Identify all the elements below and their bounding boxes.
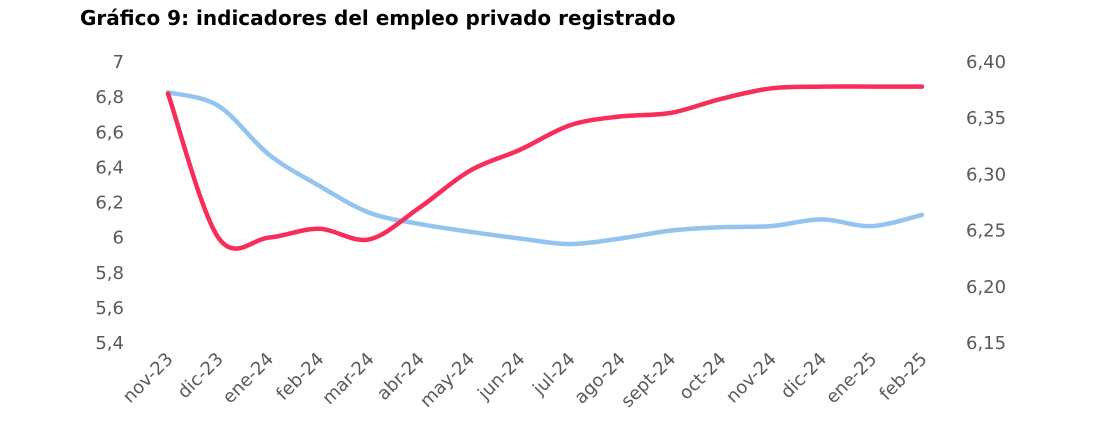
- series-line-left-axis: [165, 84, 925, 251]
- x-axis-tick-label: may-24: [416, 349, 479, 412]
- right-axis-tick-label: 6,40: [966, 52, 1006, 73]
- series-line-right-axis: [165, 90, 925, 247]
- x-axis-tick-label: nov-24: [722, 349, 781, 408]
- left-axis-tick-label: 5,6: [95, 298, 124, 319]
- left-axis-tick-label: 6,6: [95, 122, 124, 143]
- left-axis-tick-label: 6,2: [95, 193, 124, 214]
- right-axis-tick-label: 6,25: [966, 221, 1006, 242]
- left-axis-ticks: 7 6,8 6,6 6,4 6,2 6 5,8 5,6 5,4: [95, 52, 124, 354]
- x-axis-tick-label: jun-24: [473, 349, 529, 405]
- x-axis-tick-label: ene-24: [219, 349, 278, 408]
- left-axis-tick-label: 6: [113, 228, 124, 249]
- right-axis-ticks: 6,40 6,35 6,30 6,25 6,20 6,15: [966, 52, 1006, 354]
- x-axis-ticks: nov-23dic-23ene-24feb-24mar-24abr-24may-…: [119, 349, 932, 412]
- x-axis-tick-label: sept-24: [617, 349, 680, 412]
- x-axis-tick-label: feb-25: [875, 349, 931, 405]
- right-axis-tick-label: 6,30: [966, 164, 1006, 185]
- left-axis-tick-label: 6,8: [95, 87, 124, 108]
- x-axis-tick-label: nov-23: [119, 349, 178, 408]
- chart-title: Gráfico 9: indicadores del empleo privad…: [80, 6, 676, 30]
- left-axis-tick-label: 5,8: [95, 263, 124, 284]
- x-axis-tick-label: oct-24: [675, 349, 730, 404]
- x-axis-tick-label: ene-25: [822, 349, 881, 408]
- right-axis-tick-label: 6,20: [966, 277, 1006, 298]
- right-axis-tick-label: 6,15: [966, 333, 1006, 354]
- right-axis-tick-label: 6,35: [966, 108, 1006, 129]
- left-axis-tick-label: 6,4: [95, 157, 124, 178]
- left-axis-tick-label: 7: [113, 52, 124, 73]
- x-axis-tick-label: mar-24: [318, 349, 378, 409]
- left-axis-tick-label: 5,4: [95, 333, 124, 354]
- series-lines: [165, 84, 925, 251]
